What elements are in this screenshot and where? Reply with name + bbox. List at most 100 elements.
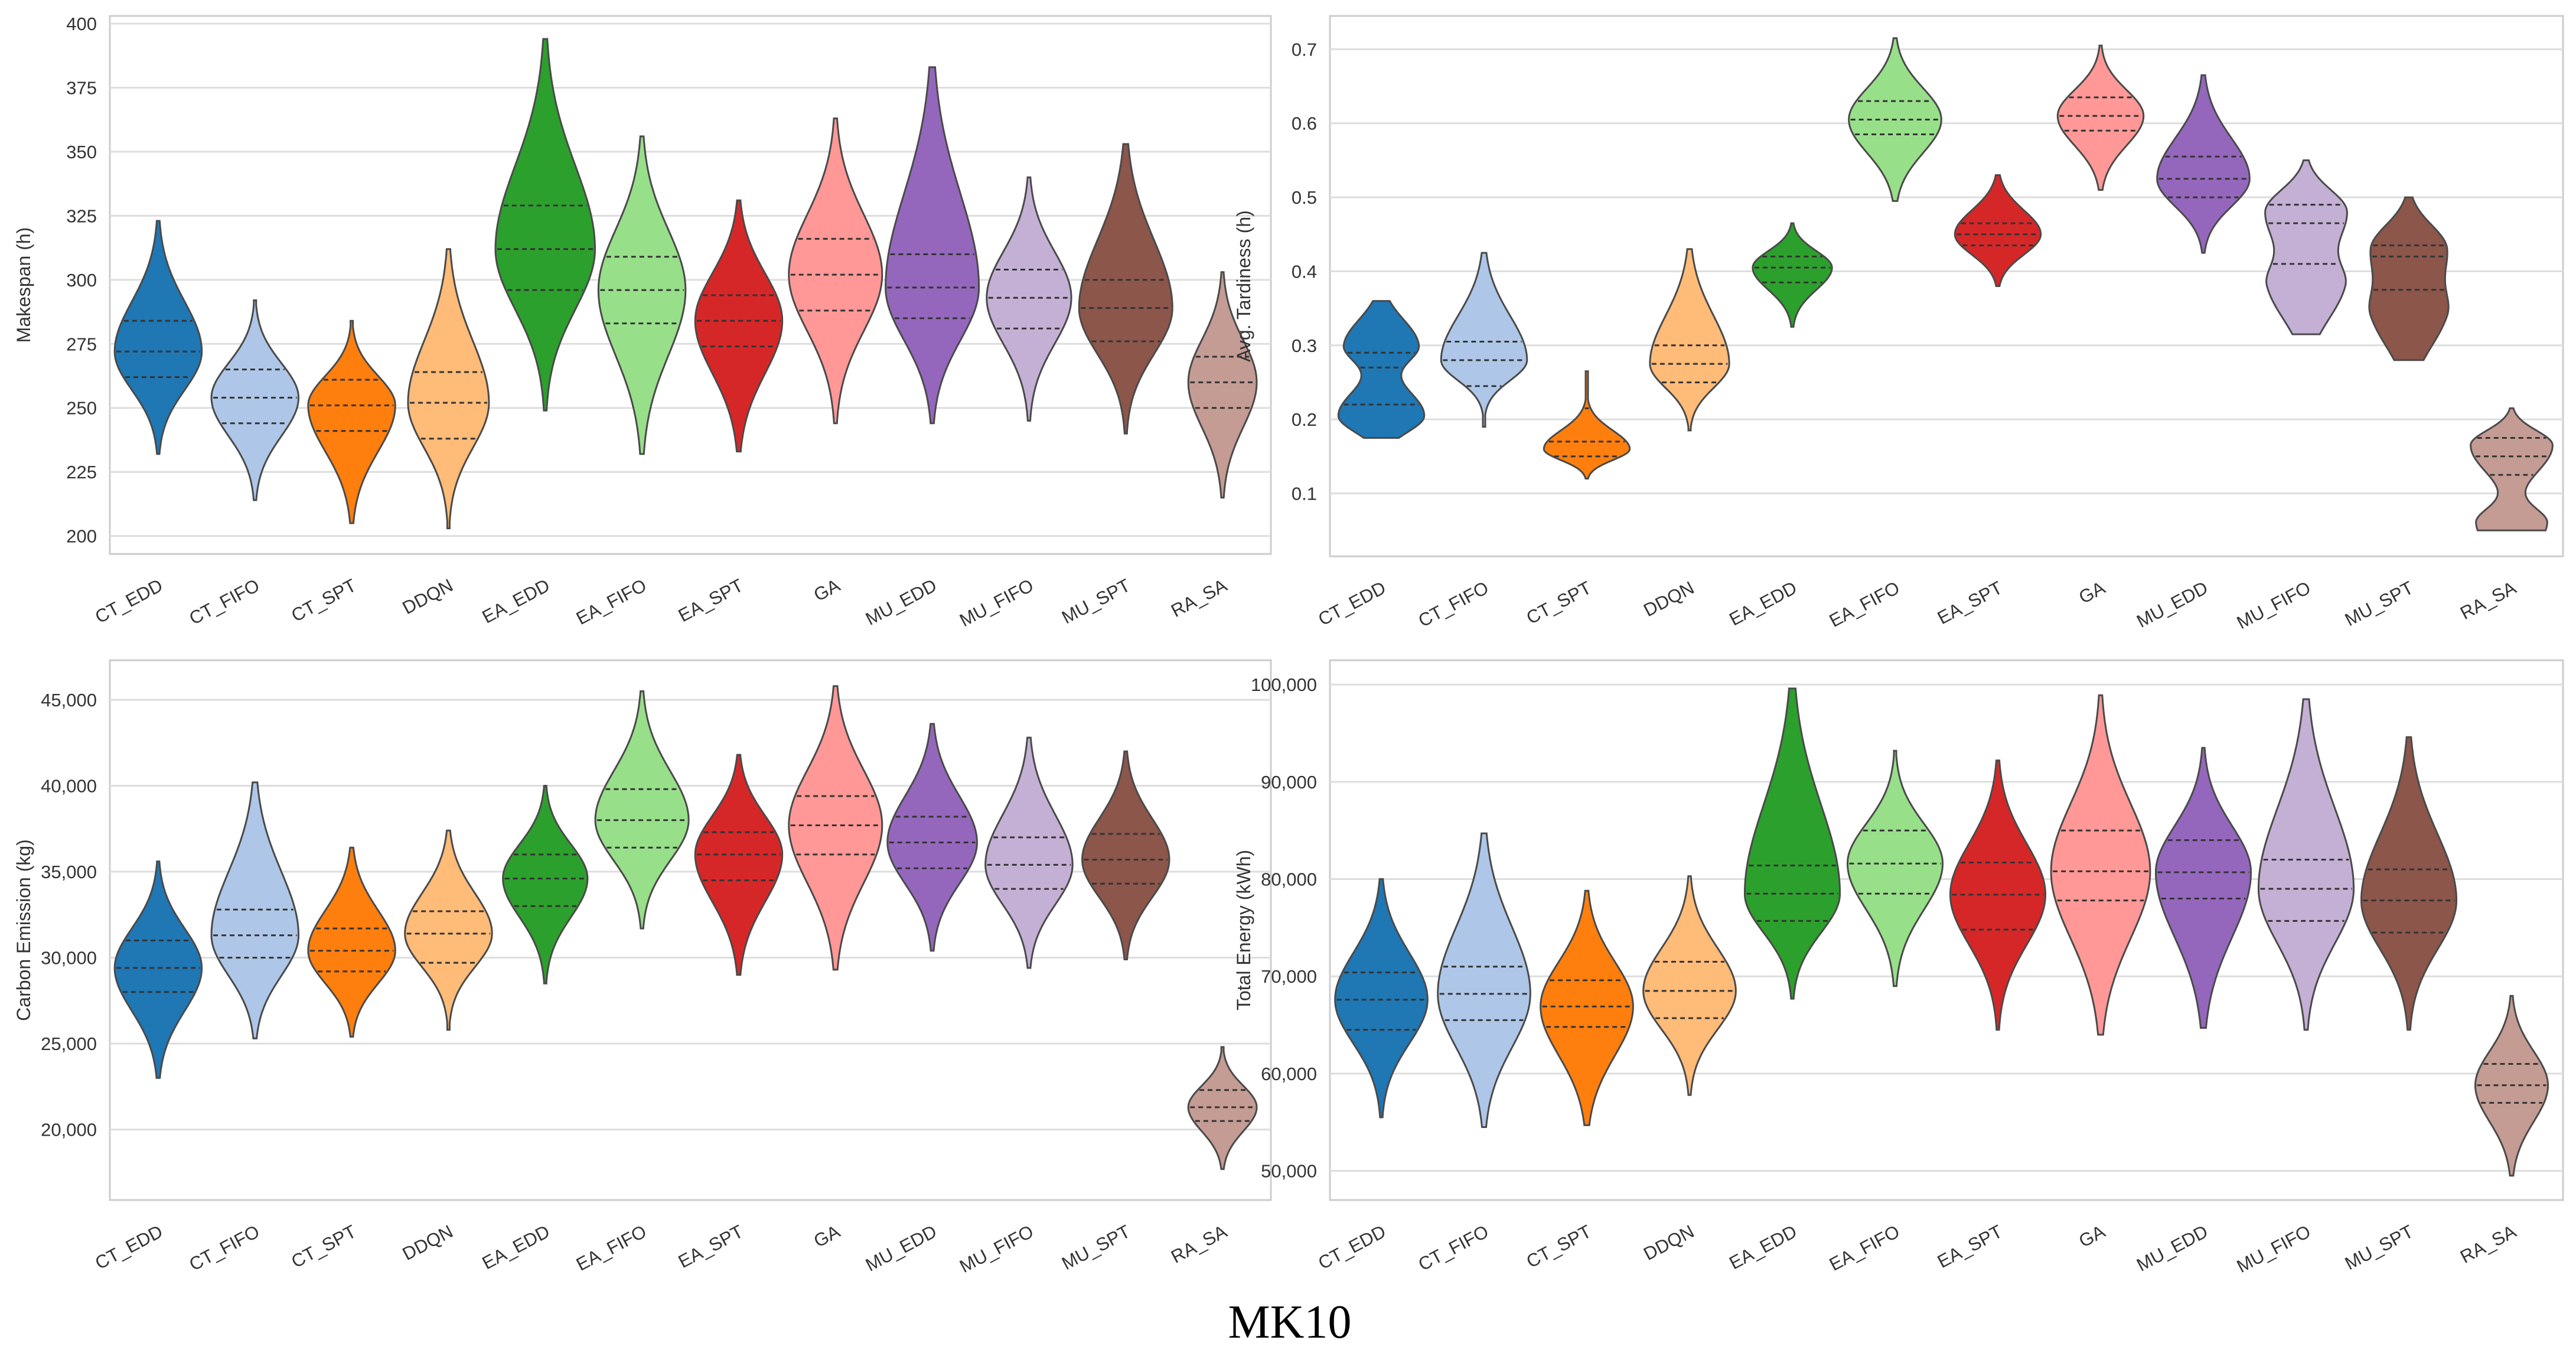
y-tick-label: 0.7 bbox=[1292, 39, 1317, 60]
carbon-emission-violin-chart: 20,000 25,000 30,000 35,000 40,000 45,000 Carb… bbox=[13, 659, 1272, 1277]
violin-GA bbox=[2056, 44, 2145, 191]
violin-RA_SA bbox=[2470, 407, 2554, 532]
x-tick-label: MU_EDD bbox=[862, 575, 940, 629]
plot-area bbox=[1329, 659, 2564, 1201]
violin-MU_EDD bbox=[886, 723, 978, 952]
x-tick-label: GA bbox=[810, 1221, 843, 1251]
x-tick-label: CT_FIFO bbox=[1415, 577, 1492, 631]
y-tick-label: 70,000 bbox=[1261, 966, 1317, 987]
x-tick-label: GA bbox=[810, 575, 843, 605]
plot-area bbox=[109, 15, 1272, 555]
violin-MU_EDD bbox=[885, 66, 980, 425]
violin-CT_FIFO bbox=[1440, 252, 1528, 428]
tardiness-violin-chart: 0.1 0.2 0.3 0.4 0.5 0.6 0.7 Avg. Tardiness (h) C… bbox=[1233, 15, 2564, 633]
x-tick-label: RA_SA bbox=[1168, 575, 1230, 621]
violin-MU_FIFO bbox=[986, 176, 1072, 422]
violin-CT_SPT bbox=[1540, 889, 1634, 1126]
y-tick-label: 400 bbox=[66, 14, 97, 34]
violin-EA_FIFO bbox=[1846, 749, 1944, 987]
y-tick-label: 350 bbox=[66, 142, 97, 162]
x-tick-label: CT_SPT bbox=[1523, 577, 1594, 628]
violin-DDQN bbox=[404, 829, 493, 1031]
x-tick-label: MU_FIFO bbox=[2233, 1221, 2314, 1277]
y-tick-label: 50,000 bbox=[1261, 1161, 1317, 1182]
y-tick-label: 90,000 bbox=[1261, 772, 1317, 793]
violin-MU_EDD bbox=[2154, 746, 2252, 1029]
violin-CT_FIFO bbox=[1437, 832, 1531, 1128]
violin-MU_SPT bbox=[2368, 196, 2450, 361]
violin-CT_SPT bbox=[1543, 370, 1631, 480]
violin-EA_EDD bbox=[1752, 222, 1833, 328]
violin-CT_FIFO bbox=[210, 781, 300, 1039]
violin-EA_FIFO bbox=[597, 135, 687, 455]
plot-area bbox=[109, 659, 1272, 1201]
violin-MU_EDD bbox=[2156, 74, 2251, 254]
y-tick-label: 275 bbox=[66, 334, 97, 354]
x-tick-label: RA_SA bbox=[2457, 577, 2519, 624]
y-tick-label: 20,000 bbox=[41, 1120, 97, 1140]
violin-GA bbox=[788, 685, 883, 971]
total-energy-violin-chart: 50,000 60,000 70,000 80,000 90,000 100,000 Tot… bbox=[1233, 659, 2564, 1277]
violin-CT_EDD bbox=[113, 860, 203, 1079]
x-tick-label: EA_FIFO bbox=[1826, 577, 1903, 631]
violin-MU_SPT bbox=[1078, 143, 1173, 435]
violin-EA_EDD bbox=[494, 38, 596, 412]
x-tick-label: GA bbox=[2075, 577, 2108, 608]
violin-GA bbox=[788, 118, 883, 425]
x-tick-label: EA_EDD bbox=[479, 575, 553, 627]
violin-CT_SPT bbox=[307, 846, 396, 1038]
y-tick-label: 30,000 bbox=[41, 948, 97, 969]
y-tick-label: 0.5 bbox=[1292, 187, 1317, 208]
x-tick-label: EA_FIFO bbox=[573, 575, 650, 629]
y-axis-label: Avg. Tardiness (h) bbox=[1233, 210, 1254, 362]
y-tick-label: 0.2 bbox=[1292, 409, 1317, 430]
makespan-violin-chart: 200 225 250 275 300 325 350 375 400 Makespan (h) C… bbox=[13, 14, 1272, 631]
x-tick-label: MU_EDD bbox=[862, 1221, 940, 1275]
violin-MU_SPT bbox=[2360, 736, 2457, 1031]
y-tick-label: 200 bbox=[66, 526, 97, 547]
x-tick-label: DDQN bbox=[1640, 577, 1697, 621]
y-axis-label: Total Energy (kWh) bbox=[1233, 850, 1254, 1010]
x-tick-label: DDQN bbox=[399, 1221, 456, 1264]
y-tick-label: 0.1 bbox=[1292, 483, 1317, 504]
x-tick-label: CT_EDD bbox=[1315, 577, 1389, 630]
x-tick-label: MU_FIFO bbox=[2233, 577, 2314, 633]
y-tick-label: 80,000 bbox=[1261, 869, 1317, 890]
violin-CT_EDD bbox=[1334, 878, 1429, 1119]
x-tick-label: EA_EDD bbox=[479, 1221, 553, 1273]
y-axis-label: Makespan (h) bbox=[13, 227, 34, 343]
x-tick-label: MU_SPT bbox=[2342, 1221, 2417, 1274]
x-tick-label: GA bbox=[2075, 1221, 2108, 1251]
y-tick-label: 0.6 bbox=[1292, 113, 1317, 134]
violin-DDQN bbox=[1649, 248, 1730, 432]
violin-RA_SA bbox=[1187, 1046, 1258, 1171]
x-tick-label: MU_SPT bbox=[1058, 575, 1134, 628]
x-tick-label: CT_FIFO bbox=[186, 1221, 263, 1275]
y-tick-label: 325 bbox=[66, 206, 97, 226]
violin-CT_SPT bbox=[307, 319, 396, 524]
y-tick-label: 40,000 bbox=[41, 775, 97, 796]
x-tick-label: EA_FIFO bbox=[1826, 1221, 1903, 1275]
x-tick-label: MU_EDD bbox=[2133, 1221, 2211, 1275]
y-tick-label: 250 bbox=[66, 398, 97, 419]
violin-GA bbox=[2050, 694, 2151, 1036]
x-tick-label: RA_SA bbox=[1168, 1221, 1230, 1267]
y-tick-label: 225 bbox=[66, 462, 97, 482]
y-tick-label: 100,000 bbox=[1251, 674, 1317, 695]
violin-EA_SPT bbox=[694, 754, 784, 976]
violin-MU_FIFO bbox=[2257, 698, 2355, 1031]
y-tick-label: 375 bbox=[66, 77, 97, 98]
x-tick-label: DDQN bbox=[1640, 1221, 1697, 1264]
x-tick-label: CT_FIFO bbox=[1415, 1221, 1492, 1275]
x-tick-label: CT_SPT bbox=[288, 1221, 359, 1272]
x-tick-label: MU_FIFO bbox=[956, 1221, 1037, 1277]
violin-MU_FIFO bbox=[2264, 159, 2348, 335]
x-tick-label: EA_EDD bbox=[1726, 577, 1800, 630]
figure-caption: MK10 bbox=[1228, 1296, 1352, 1348]
violin-MU_SPT bbox=[1081, 750, 1170, 960]
y-tick-label: 0.4 bbox=[1292, 261, 1317, 282]
y-tick-label: 45,000 bbox=[41, 690, 97, 710]
violin-EA_SPT bbox=[1954, 174, 2042, 287]
x-tick-label: CT_SPT bbox=[288, 575, 359, 626]
